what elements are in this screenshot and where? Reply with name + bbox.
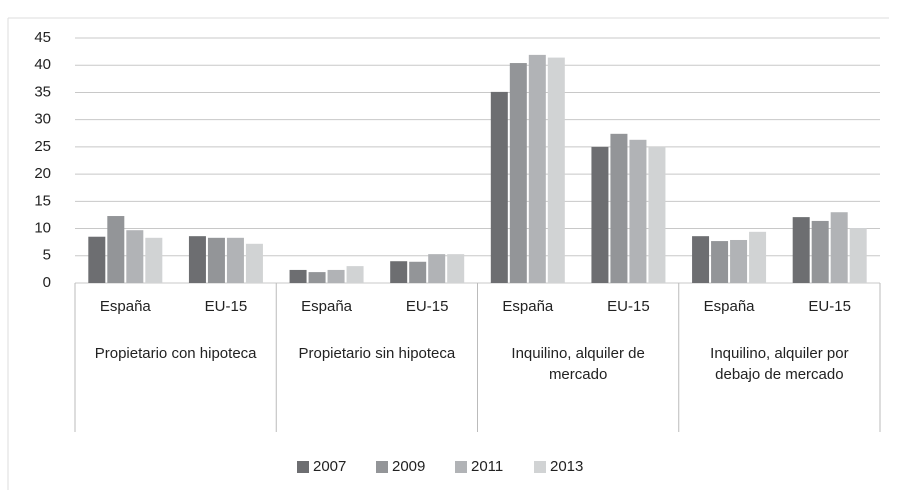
legend-swatch — [534, 461, 546, 473]
x-tick-label: España — [502, 298, 554, 315]
legend-swatch — [297, 461, 309, 473]
legend-swatch — [376, 461, 388, 473]
bar — [409, 261, 427, 283]
y-tick-label: 20 — [34, 165, 51, 182]
group-label: Propietario sin hipoteca — [298, 345, 456, 362]
bar — [327, 269, 345, 283]
x-tick-label: EU-15 — [406, 298, 449, 315]
group-label: Inquilino, alquiler por debajo de mercad… — [710, 345, 849, 383]
bar — [107, 216, 125, 283]
bar — [591, 146, 609, 283]
bar — [749, 231, 767, 283]
x-tick-label: EU-15 — [808, 298, 851, 315]
bar — [245, 243, 263, 283]
bar — [528, 54, 546, 283]
group-label: Inquilino, alquiler de mercado — [511, 345, 645, 383]
bar — [509, 63, 527, 283]
y-tick-label: 35 — [34, 83, 51, 100]
legend-label: 2013 — [550, 458, 583, 475]
x-tick-label: EU-15 — [205, 298, 248, 315]
bar — [188, 236, 206, 283]
y-tick-label: 45 — [34, 29, 51, 46]
bar — [629, 139, 647, 283]
legend-swatch — [455, 461, 467, 473]
bar — [711, 241, 729, 283]
bar — [692, 236, 710, 283]
bar — [226, 237, 244, 283]
bar — [490, 91, 508, 284]
bar — [792, 217, 810, 283]
legend-label: 2011 — [471, 458, 503, 475]
bar — [447, 254, 465, 283]
y-tick-label: 10 — [34, 220, 51, 237]
legend-label: 2009 — [392, 458, 425, 475]
bar — [390, 261, 408, 283]
x-tick-label: España — [301, 298, 353, 315]
y-tick-label: 5 — [43, 247, 51, 264]
x-tick-label: España — [100, 298, 152, 315]
bar — [428, 254, 446, 283]
bar — [730, 239, 748, 283]
y-tick-label: 40 — [34, 56, 51, 73]
bar — [126, 230, 144, 283]
bar — [346, 266, 364, 283]
x-tick-label: EU-15 — [607, 298, 650, 315]
bar — [207, 237, 225, 283]
bar — [811, 220, 829, 283]
group-label: Propietario con hipoteca — [94, 345, 257, 362]
bar — [145, 237, 163, 283]
bar — [88, 236, 106, 283]
bar — [289, 269, 307, 283]
bar — [547, 57, 565, 283]
bar — [849, 228, 867, 283]
bar — [648, 146, 666, 283]
y-tick-label: 0 — [43, 274, 51, 291]
legend-label: 2007 — [313, 458, 346, 475]
y-tick-label: 25 — [34, 138, 51, 155]
y-tick-label: 30 — [34, 111, 51, 128]
x-tick-label: España — [704, 298, 756, 315]
bar — [610, 133, 628, 283]
y-tick-label: 15 — [34, 192, 51, 209]
bar — [308, 272, 326, 283]
bar — [830, 212, 848, 283]
